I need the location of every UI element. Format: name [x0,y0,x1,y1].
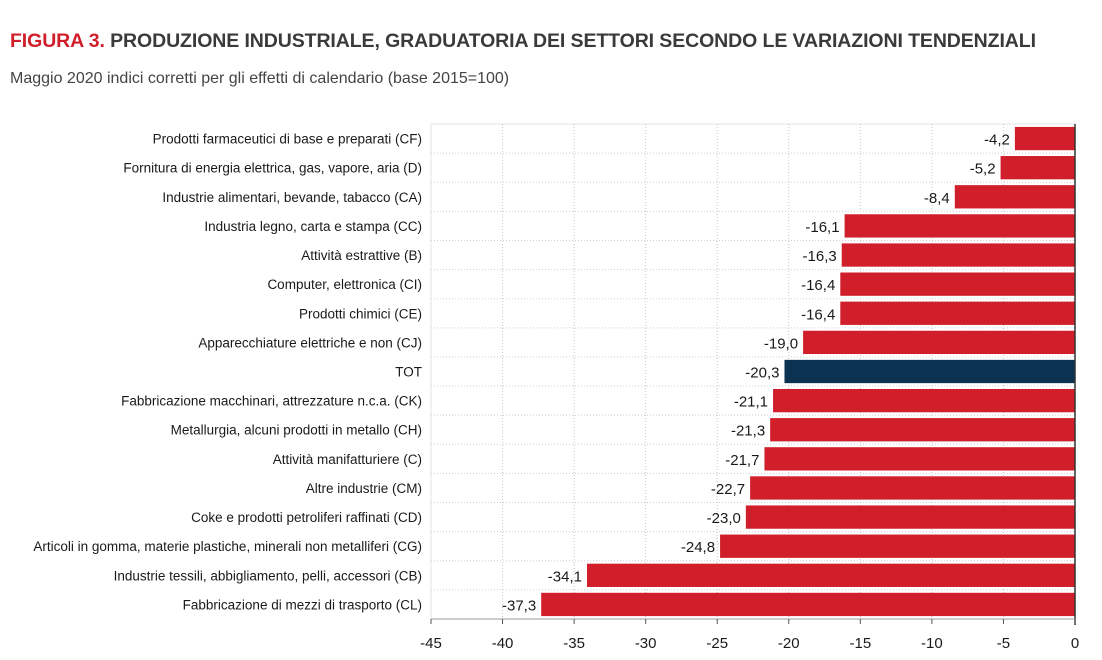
data-label: -24,8 [681,539,715,556]
data-label: -8,4 [924,190,950,207]
chart-subtitle: Maggio 2020 indici corretti per gli effe… [10,70,510,87]
category-label: Prodotti farmaceutici di base e preparat… [153,132,422,147]
bar [840,272,1075,296]
bar [1014,126,1075,151]
x-tick-label: -15 [849,635,871,652]
data-label: -23,0 [707,510,741,527]
bar [803,330,1075,355]
category-label: Fabbricazione di mezzi di trasporto (CL) [183,597,422,612]
x-tick-label: -25 [706,635,728,652]
data-label: -16,4 [801,306,835,323]
x-tick-label: -35 [563,635,585,652]
category-label: Industria legno, carta e stampa (CC) [204,219,422,234]
data-label: -4,2 [984,132,1010,149]
bar [844,214,1075,238]
bar [1000,156,1075,180]
category-label: Fabbricazione macchinari, attrezzature n… [121,394,422,409]
data-label: -5,2 [970,161,996,178]
data-label: -34,1 [548,568,582,585]
x-tick-label: -20 [778,635,800,652]
bar [954,185,1075,209]
chart-title: FIGURA 3. PRODUZIONE INDUSTRIALE, GRADUA… [10,30,1036,53]
category-label: Prodotti chimici (CE) [299,306,422,321]
category-label: Attività estrattive (B) [301,248,422,263]
category-label: TOT [395,365,422,380]
bar [745,505,1075,529]
category-label: Apparecchiature elettriche e non (CJ) [198,335,422,350]
bar [720,534,1075,558]
data-label: -21,1 [734,394,768,411]
category-label: Computer, elettronica (CI) [267,277,422,292]
category-label: Coke e prodotti petroliferi raffinati (C… [191,510,422,525]
data-label: -19,0 [764,335,798,352]
category-label: Articoli in gomma, materie plastiche, mi… [33,539,422,554]
x-tick-label: -10 [921,635,943,652]
data-label: -21,7 [725,452,759,469]
data-label: -20,3 [745,365,779,382]
bar [541,592,1075,617]
figure-tag: FIGURA 3. [10,30,105,52]
category-label: Altre industrie (CM) [306,481,422,496]
bar [764,447,1075,471]
x-tick-label: -5 [997,635,1010,652]
x-tick-label: 0 [1071,635,1079,652]
bar-total [784,359,1075,384]
category-label: Industrie tessili, abbigliamento, pelli,… [114,568,422,583]
category-label: Attività manifatturiere (C) [273,452,422,467]
data-label: -37,3 [502,597,536,614]
x-tick-label: -40 [492,635,514,652]
figure-title: PRODUZIONE INDUSTRIALE, GRADUATORIA DEI … [110,30,1036,52]
category-label: Metallurgia, alcuni prodotti in metallo … [171,423,422,438]
category-label: Fornitura di energia elettrica, gas, vap… [123,161,422,176]
bar [750,476,1075,500]
bar [586,563,1075,587]
x-tick-label: -45 [420,635,442,652]
bar [840,301,1075,325]
category-label: Industrie alimentari, bevande, tabacco (… [162,190,422,205]
data-label: -16,1 [805,219,839,236]
bar [770,418,1075,442]
data-label: -21,3 [731,423,765,440]
x-tick-label: -30 [635,635,657,652]
bar [773,388,1075,413]
bar [841,243,1075,267]
data-label: -16,3 [803,248,837,265]
data-label: -16,4 [801,277,835,294]
data-label: -22,7 [711,481,745,498]
